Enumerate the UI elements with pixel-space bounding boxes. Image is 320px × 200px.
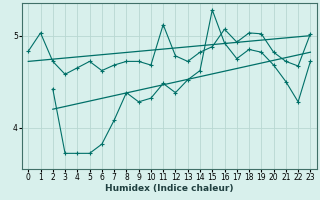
X-axis label: Humidex (Indice chaleur): Humidex (Indice chaleur)	[105, 184, 234, 193]
